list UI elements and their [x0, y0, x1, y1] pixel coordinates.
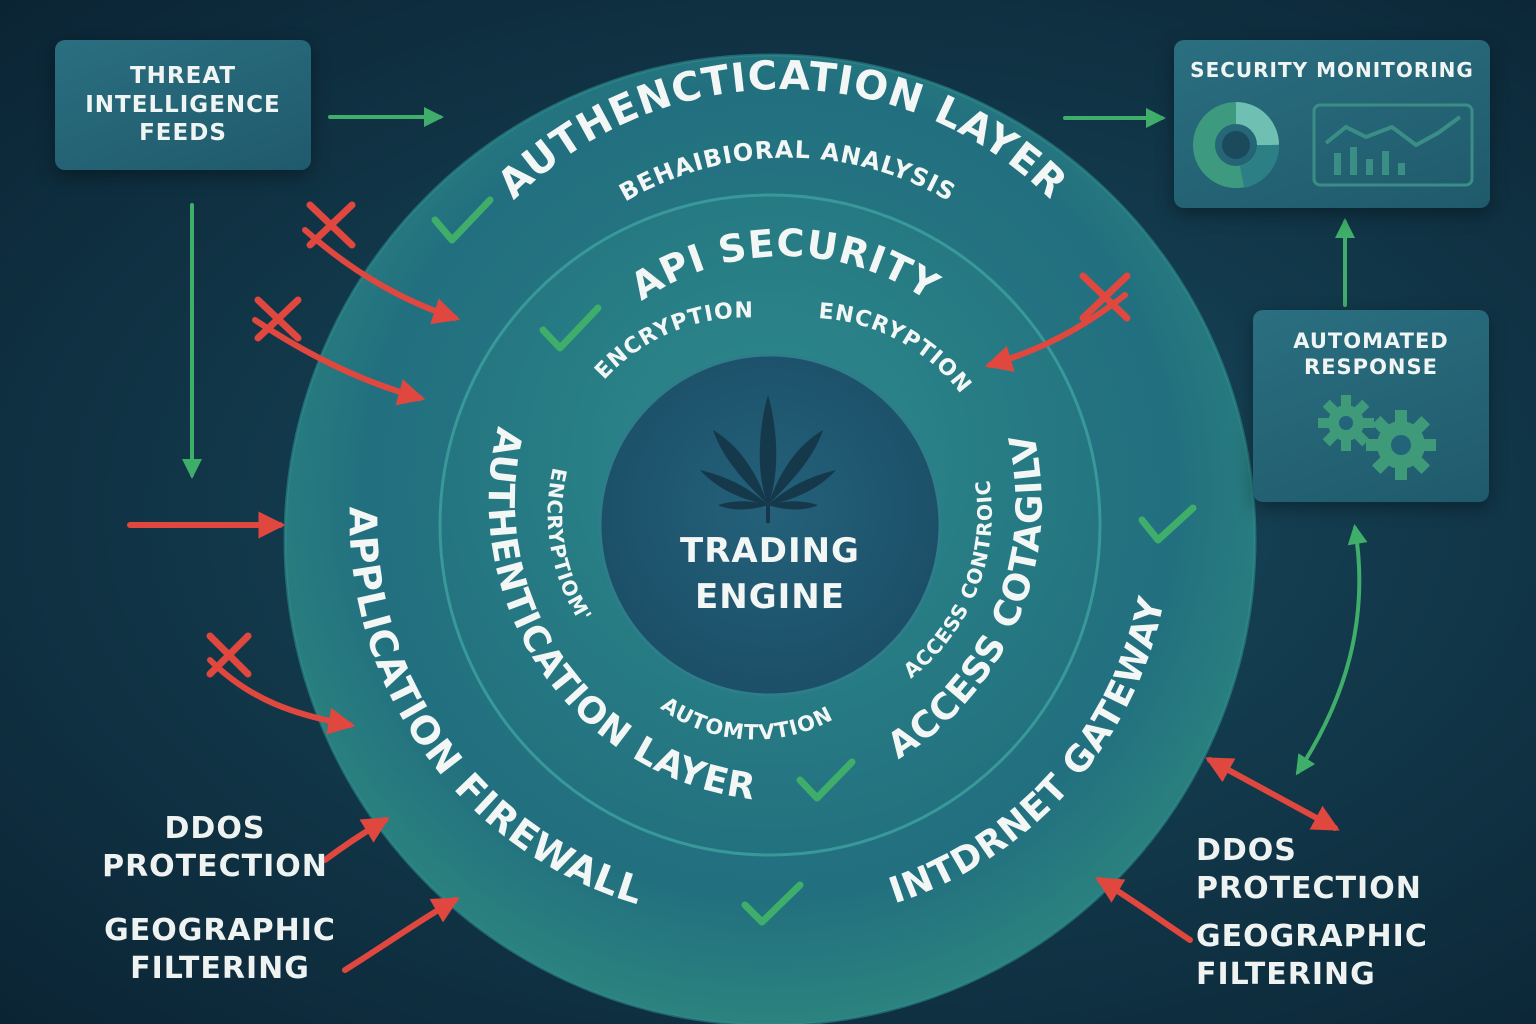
blocked-arrow	[252, 317, 426, 406]
flow-arrow	[1295, 524, 1368, 776]
blocked-arrow	[302, 227, 461, 325]
left-ddos-label: DDOS PROTECTION	[100, 810, 330, 885]
core-circle	[598, 353, 942, 697]
threat-box-line1: THREAT	[129, 62, 237, 89]
check-icon	[1138, 504, 1197, 544]
left-geo-line2: FILTERING	[130, 950, 310, 986]
right-ddos-label: DDOS PROTECTION	[1196, 832, 1426, 907]
right-geo-line2: FILTERING	[1196, 956, 1376, 992]
blocked-x-icon	[254, 296, 302, 342]
threat-box-line3: FEEDS	[139, 120, 227, 147]
left-geo-line1: GEOGRAPHIC	[104, 913, 336, 948]
right-geo-label: GEOGRAPHIC FILTERING	[1196, 918, 1456, 993]
leaf-icon	[700, 395, 836, 523]
blocked-arrow	[207, 657, 356, 735]
threat-box-line2: INTELLIGENCE	[85, 91, 281, 118]
blocked-x-icon	[1079, 272, 1131, 322]
left-geo-label: GEOGRAPHIC FILTERING	[95, 912, 345, 987]
left-ddos-line2: PROTECTION	[102, 848, 328, 884]
security-monitoring-box: SECURITY MONITORING	[1174, 40, 1490, 208]
center-title-line2: ENGINE	[695, 577, 845, 617]
gears-icon	[1318, 394, 1436, 480]
check-icon	[539, 304, 602, 352]
blocked-arrow	[984, 292, 1128, 372]
center-title-line1: TRADING	[680, 531, 860, 571]
check-icon	[741, 881, 804, 926]
blocked-arrow	[342, 897, 460, 973]
blocked-arrow	[322, 817, 390, 863]
check-icon	[796, 758, 856, 802]
blocked-arrow	[1205, 757, 1340, 831]
automated-line2: RESPONSE	[1304, 355, 1438, 380]
automated-response-box: AUTOMATED RESPONSE	[1253, 310, 1489, 502]
threat-intelligence-box: THREAT INTELLIGENCE FEEDS	[55, 40, 311, 170]
blocked-arrow	[1095, 877, 1193, 943]
right-geo-line1: GEOGRAPHIC	[1196, 919, 1428, 954]
right-ddos-line2: PROTECTION	[1196, 870, 1422, 906]
monitoring-title: SECURITY MONITORING	[1190, 58, 1474, 82]
left-ddos-line1: DDOS	[164, 811, 266, 846]
right-ddos-line1: DDOS	[1196, 833, 1297, 868]
check-icon	[431, 196, 494, 244]
blocked-x-icon	[306, 201, 356, 249]
automated-line1: AUTOMATED	[1293, 329, 1449, 353]
blocked-x-icon	[206, 632, 252, 678]
donut-chart-icon	[1193, 102, 1279, 188]
line-chart-icon	[1312, 103, 1474, 187]
